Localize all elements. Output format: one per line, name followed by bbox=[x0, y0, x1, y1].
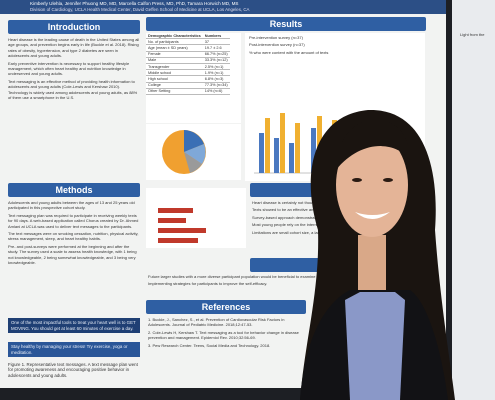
table-cell: No. of participants bbox=[146, 38, 203, 46]
references-text: 1. Buckle, J., Sanchez, S., et al. Preve… bbox=[148, 317, 308, 383]
pie-figure bbox=[146, 124, 241, 180]
bullet: Most young people rely on the internet f… bbox=[252, 222, 339, 228]
note: Pre-intervention survey (n=37) bbox=[249, 35, 303, 40]
table-row: Age (mean ± SD years) 19.7 ± 2.6 bbox=[146, 44, 230, 52]
table-cell: 6.8% (n=3) bbox=[202, 75, 230, 83]
table-cell: Female bbox=[146, 51, 203, 58]
table-row: Middle school 1.9% (n=1) bbox=[146, 69, 230, 77]
section-header: Results bbox=[146, 17, 426, 31]
table-row: Other Setting 14% (n=6) bbox=[146, 88, 230, 95]
paragraph: Adolescents and young adults between the… bbox=[8, 200, 135, 211]
figure-caption: Figure 1. Representative text messages. … bbox=[8, 362, 138, 378]
section-header: Methods bbox=[8, 183, 140, 197]
section-header: References bbox=[146, 300, 306, 314]
paragraph: Text messaging plan was required to part… bbox=[8, 212, 139, 229]
reference: 1. Buckle, J., Sanchez, S., et al. Preve… bbox=[148, 317, 285, 328]
paragraph: Pre- and post-surveys were performed at … bbox=[8, 243, 137, 266]
bullet: Texts showed to be an effective and feas… bbox=[252, 207, 370, 213]
bar-figure bbox=[146, 188, 246, 248]
tip-box: One of the most impactful tools to treat… bbox=[8, 318, 140, 334]
table-header-cell: Demographic Characteristics bbox=[146, 33, 203, 40]
table-cell: Other Setting bbox=[146, 88, 203, 95]
paragraph: Text messaging is an effective method of… bbox=[8, 78, 138, 101]
conclusion-text: Future larger studies with a more divers… bbox=[148, 274, 428, 298]
authors: Kimberly Ulehla, Jennifer Phuong MD, MD,… bbox=[30, 1, 239, 6]
table-cell: Middle school bbox=[146, 69, 203, 77]
table-cell: 77.3% (n=34) bbox=[202, 82, 230, 89]
side-poster-text: Light from the bbox=[460, 32, 485, 37]
table-cell: 2.5% (n=1) bbox=[202, 63, 230, 71]
methods-text: Adolescents and young adults between the… bbox=[8, 200, 140, 318]
table-cell: Age (mean ± SD years) bbox=[146, 44, 203, 52]
bullet: Survey-based approach demonstrated high … bbox=[252, 214, 362, 220]
table-cell: College bbox=[146, 82, 203, 89]
demographics-table: Demographic Characteristics Numbers No. of… bbox=[146, 33, 230, 95]
table-cell: 33.3% (n=12) bbox=[202, 57, 230, 64]
reference: 2. Cole-Lewis H, Kershaw T. Text messagi… bbox=[148, 329, 299, 341]
table-row: College 77.3% (n=34) bbox=[146, 82, 230, 89]
side-poster: Light from the bbox=[452, 0, 495, 400]
tip-box: Stay healthy by managing your stress! Tr… bbox=[8, 342, 140, 358]
introduction-text: Heart disease is the leading cause of de… bbox=[8, 37, 140, 177]
results-notes: Pre-intervention survey (n=37) Post-inter… bbox=[249, 35, 421, 57]
demographics-table-box: Demographic Characteristics Numbers No. of… bbox=[146, 33, 241, 123]
table-cell: 37 bbox=[202, 38, 230, 46]
poster-banner: Kimberly Ulehla, Jennifer Phuong MD, MD,… bbox=[0, 0, 446, 14]
table-cell: Male bbox=[146, 57, 203, 64]
note: Post-intervention survey (n=37) bbox=[249, 42, 305, 48]
table-cell: 1.9% (n=1) bbox=[202, 69, 230, 77]
table-header-cell: Numbers bbox=[202, 33, 230, 40]
note: % who were content with the amount of te… bbox=[249, 49, 329, 55]
paragraph: Heart disease is the leading cause of de… bbox=[8, 37, 140, 59]
table-row: No. of participants 37 bbox=[146, 38, 230, 46]
table-row: High school 6.8% (n=3) bbox=[146, 75, 230, 83]
affiliation: Division of Cardiology, UCLA Health Medi… bbox=[30, 7, 250, 12]
table-cell: 14% (n=6) bbox=[202, 88, 230, 95]
table-row: Male 33.3% (n=12) bbox=[146, 57, 230, 64]
section-header: Introduction bbox=[8, 20, 140, 34]
table-cell: 66.7% (n=25) bbox=[202, 51, 230, 58]
table-header-row: Demographic Characteristics Numbers bbox=[146, 33, 230, 40]
paragraph: The text messages were on smoking cessat… bbox=[8, 231, 139, 242]
reference: 3. Pew Research Center. Teens, Social Me… bbox=[148, 342, 271, 348]
bullet: Limitations are small cohort size, a lar… bbox=[252, 229, 347, 235]
paragraph: Early preventive intervention is necessa… bbox=[8, 60, 130, 77]
bullet: Implementing strategies for participants… bbox=[148, 281, 268, 287]
table-cell: 19.7 ± 2.6 bbox=[202, 44, 230, 52]
table-row: Transgender 2.5% (n=1) bbox=[146, 63, 230, 71]
table-cell: Transgender bbox=[146, 63, 203, 71]
table-row: Female 66.7% (n=25) bbox=[146, 51, 230, 58]
bullet: Future larger studies with a more divers… bbox=[148, 274, 401, 279]
table-cell: High school bbox=[146, 75, 203, 83]
